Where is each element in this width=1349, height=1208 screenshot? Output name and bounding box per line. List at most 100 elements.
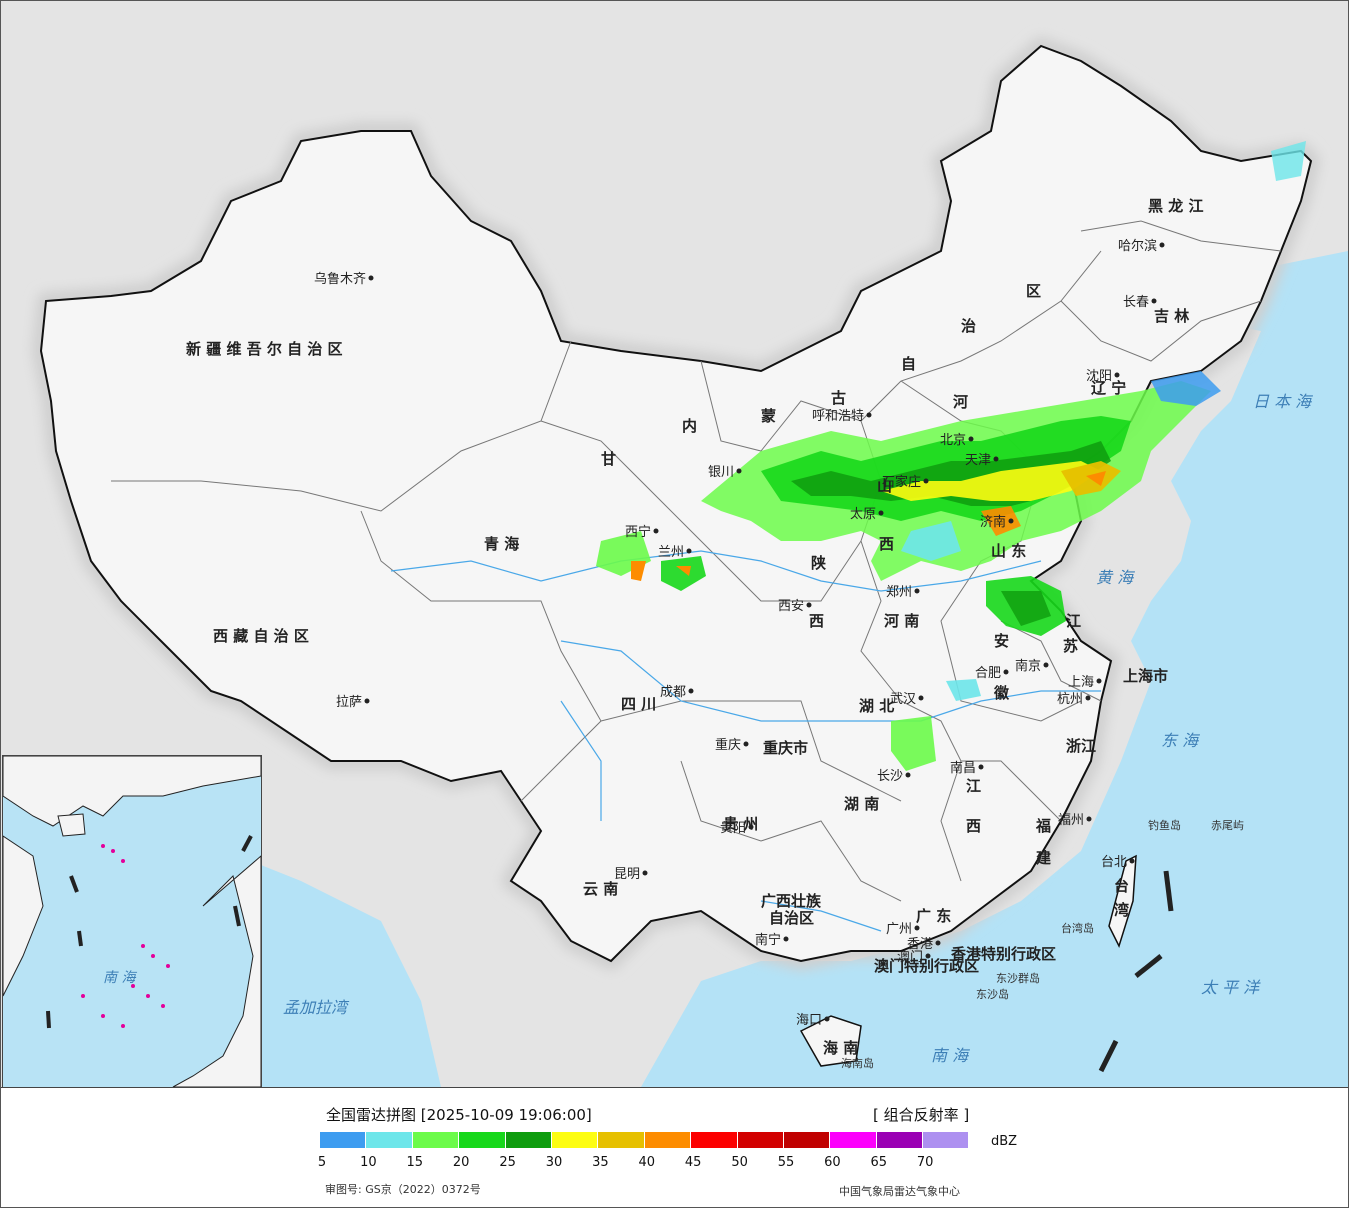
city-dot	[1008, 518, 1014, 524]
city-dot	[914, 925, 920, 931]
rivers	[390, 550, 1101, 932]
city-dot	[1159, 242, 1165, 248]
city-dot	[783, 936, 789, 942]
label-neimenggu-6: 区	[1026, 282, 1041, 300]
city-dot	[866, 412, 872, 418]
city-label: 重庆	[715, 737, 741, 753]
city-label: 南京	[1015, 658, 1041, 674]
city-label: 哈尔滨	[1118, 238, 1157, 254]
nine-dash-line	[1098, 870, 1174, 1073]
sea-labels: 日 本 海 黄 海 东 海 太 平 洋 南 海 孟加拉湾	[283, 392, 1313, 1065]
label-chongqing: 重庆市	[763, 739, 808, 757]
city-label: 北京	[940, 433, 966, 448]
city-dot	[364, 698, 370, 704]
sea-yellow: 黄 海	[1096, 568, 1135, 587]
color-bar-tick: 40	[638, 1155, 656, 1170]
sea-area-east	[641, 251, 1348, 1087]
color-bar-tick: 5	[317, 1155, 327, 1170]
label-guangxi-2: 自治区	[769, 909, 814, 927]
city-dot	[935, 940, 941, 946]
color-bar-tick: 70	[916, 1155, 934, 1170]
city-dot	[642, 870, 648, 876]
island-dongsha: 东沙岛	[976, 987, 1009, 1001]
inset-hainan	[57, 813, 86, 837]
city-label: 武汉	[890, 692, 916, 707]
color-bar-segment	[412, 1132, 460, 1148]
color-bar-segment	[876, 1132, 924, 1148]
color-bar-segment	[691, 1132, 738, 1148]
city-label: 南昌	[950, 760, 976, 776]
label-taiwan: 台	[1114, 877, 1129, 895]
label-shaanxi: 陕	[811, 554, 826, 572]
color-bar-tick: 50	[731, 1155, 748, 1170]
inset-canvas: 南 海	[3, 756, 261, 1087]
city-label: 合肥	[975, 666, 1001, 681]
color-bar-segment	[923, 1132, 970, 1148]
color-bar	[320, 1132, 970, 1148]
label-neimenggu-2: 蒙	[761, 407, 776, 425]
radar-map[interactable]: 新 疆 维 吾 尔 自 治 区 西 藏 自 治 区 青 海 甘 内 蒙 古 自 …	[1, 1, 1348, 1088]
label-hebei: 河	[953, 393, 968, 411]
city-dot	[824, 1016, 830, 1022]
label-hunan: 湖 南	[844, 795, 879, 813]
color-bar-segment	[320, 1132, 367, 1148]
city-label: 太原	[850, 507, 876, 522]
map-canvas: 新 疆 维 吾 尔 自 治 区 西 藏 自 治 区 青 海 甘 内 蒙 古 自 …	[1, 1, 1348, 1087]
south-china-sea-inset: 南 海	[2, 755, 262, 1087]
city-dot	[1129, 858, 1135, 864]
city-label: 兰州	[658, 545, 684, 560]
label-shandong: 山 东	[991, 542, 1026, 560]
city-markers: 乌鲁木齐拉萨西宁兰州银川呼和浩特北京天津石家庄太原济南郑州西安成都重庆贵阳昆明南…	[314, 238, 1165, 1028]
label-macau: 澳门特别行政区	[874, 957, 979, 975]
city-label: 沈阳	[1086, 369, 1112, 384]
color-bar-tick: 45	[684, 1155, 702, 1170]
city-dot	[1003, 669, 1009, 675]
label-shanxi-2: 西	[879, 535, 894, 553]
island-dongsha-qundao: 东沙群岛	[996, 971, 1040, 985]
city-label: 天津	[965, 453, 991, 468]
city-dot	[743, 741, 749, 747]
label-jiangxi-2: 西	[966, 817, 981, 835]
island-chiwei: 赤尾屿	[1211, 819, 1244, 832]
city-dot	[978, 764, 984, 770]
legend-unit: dBZ	[991, 1134, 1018, 1149]
city-dot	[653, 528, 659, 534]
city-dot	[1151, 298, 1157, 304]
label-fujian: 福	[1035, 817, 1051, 835]
city-label: 长沙	[877, 769, 903, 784]
color-bar-segment	[366, 1132, 413, 1148]
label-anhui-2: 徽	[993, 684, 1010, 702]
island-diaoyu: 钓鱼岛	[1148, 818, 1181, 832]
city-dot	[686, 548, 692, 554]
label-neimenggu-4: 自	[901, 355, 916, 373]
agency-name: 中国气象局雷达气象中心	[839, 1185, 960, 1198]
city-dot	[1114, 372, 1120, 378]
city-label: 拉萨	[336, 695, 362, 710]
city-label: 成都	[660, 685, 686, 700]
legend-product: [ 组合反射率 ]	[873, 1106, 970, 1124]
color-bar-segment	[598, 1132, 645, 1148]
review-number: 审图号: GS京（2022）0372号	[325, 1183, 481, 1196]
color-bar-segment	[505, 1132, 552, 1148]
label-zhejiang: 浙江	[1066, 737, 1096, 755]
city-label: 济南	[980, 514, 1006, 530]
city-dot	[1086, 816, 1092, 822]
label-jiangsu-2: 苏	[1063, 637, 1078, 655]
inset-mainland	[3, 756, 261, 827]
color-bar-segment	[459, 1132, 506, 1148]
city-dot	[806, 602, 812, 608]
label-hainan: 海 南	[823, 1039, 858, 1057]
province-labels: 新 疆 维 吾 尔 自 治 区 西 藏 自 治 区 青 海 甘 内 蒙 古 自 …	[186, 197, 1203, 1057]
island-labels: 钓鱼岛 赤尾屿 台湾岛 东沙群岛 东沙岛 海南岛	[841, 818, 1244, 1070]
label-liaoning: 辽 宁	[1091, 379, 1126, 397]
radar-echoes	[33, 141, 1306, 874]
city-label: 海口	[796, 1013, 822, 1028]
city-dot	[1085, 695, 1091, 701]
label-sichuan: 四 川	[621, 695, 656, 713]
legend-title: 全国雷达拼图 [2025-10-09 19:06:00]	[326, 1106, 592, 1124]
label-taiwan-2: 湾	[1114, 901, 1129, 919]
color-bar-segment	[830, 1132, 877, 1148]
taiwan-island	[1108, 854, 1137, 949]
inset-philippines	[172, 855, 261, 1087]
